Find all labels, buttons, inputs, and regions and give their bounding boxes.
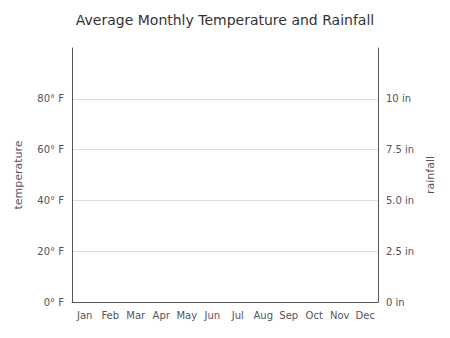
svg-text:Apr: Apr [153,310,171,321]
svg-text:Dec: Dec [356,310,375,321]
svg-text:60° F: 60° F [37,144,64,155]
svg-text:temperature: temperature [12,140,25,209]
svg-text:Sep: Sep [279,310,298,321]
svg-text:5.0 in: 5.0 in [386,195,414,206]
svg-text:7.5 in: 7.5 in [386,144,414,155]
svg-text:Feb: Feb [101,310,119,321]
svg-text:May: May [176,310,197,321]
svg-text:Jul: Jul [231,310,244,321]
svg-text:Average Monthly Temperature an: Average Monthly Temperature and Rainfall [76,12,374,28]
svg-text:10 in: 10 in [386,93,411,104]
svg-text:Aug: Aug [253,310,273,321]
svg-text:80° F: 80° F [37,93,64,104]
svg-text:40° F: 40° F [37,195,64,206]
svg-text:0° F: 0° F [44,297,65,308]
svg-text:Mar: Mar [126,310,146,321]
svg-text:Nov: Nov [330,310,350,321]
svg-text:Jun: Jun [203,310,220,321]
svg-text:Jan: Jan [76,310,92,321]
svg-text:2.5 in: 2.5 in [386,246,414,257]
svg-text:rainfall: rainfall [424,156,437,194]
svg-text:Oct: Oct [306,310,323,321]
svg-text:0 in: 0 in [386,297,405,308]
svg-text:20° F: 20° F [37,246,64,257]
